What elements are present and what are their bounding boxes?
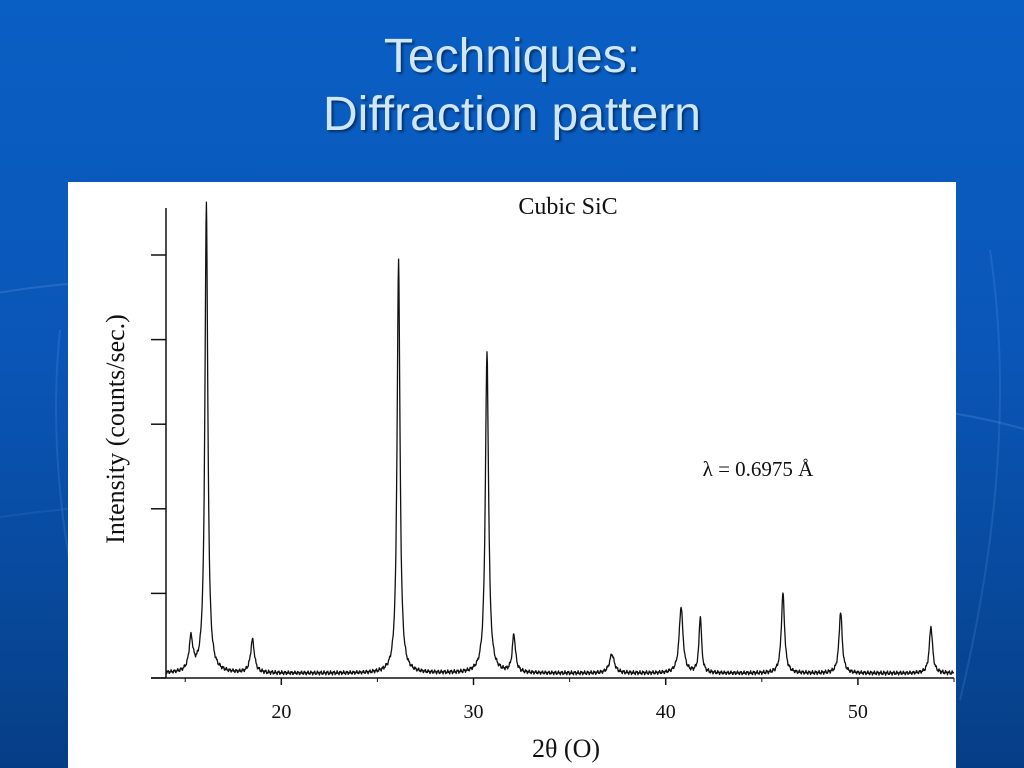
x-axis-label: 2θ (O) — [532, 734, 600, 763]
chart-title: Cubic SiC — [518, 194, 617, 220]
x-ticks: 20 30 40 50 — [184, 678, 955, 723]
x-tick-label: 50 — [848, 701, 868, 723]
slide-title-line2: Diffraction pattern — [323, 88, 701, 141]
x-tick-label: 30 — [464, 701, 484, 723]
y-ticks — [151, 254, 166, 679]
slide-title-line1: Techniques: — [383, 30, 641, 83]
x-tick-label: 40 — [656, 701, 676, 723]
diffraction-chart: Cubic SiC λ = 0.6975 Å Intensity (counts… — [101, 194, 955, 763]
x-tick-label: 20 — [271, 701, 291, 723]
diffraction-figure: Cubic SiC λ = 0.6975 Å Intensity (counts… — [68, 182, 956, 768]
diffraction-series-line — [165, 201, 955, 676]
annotation-wavelength: λ = 0.6975 Å — [703, 457, 815, 481]
slide-title: Techniques: Diffraction pattern — [0, 28, 1024, 144]
y-axis-label: Intensity (counts/sec.) — [101, 314, 130, 544]
